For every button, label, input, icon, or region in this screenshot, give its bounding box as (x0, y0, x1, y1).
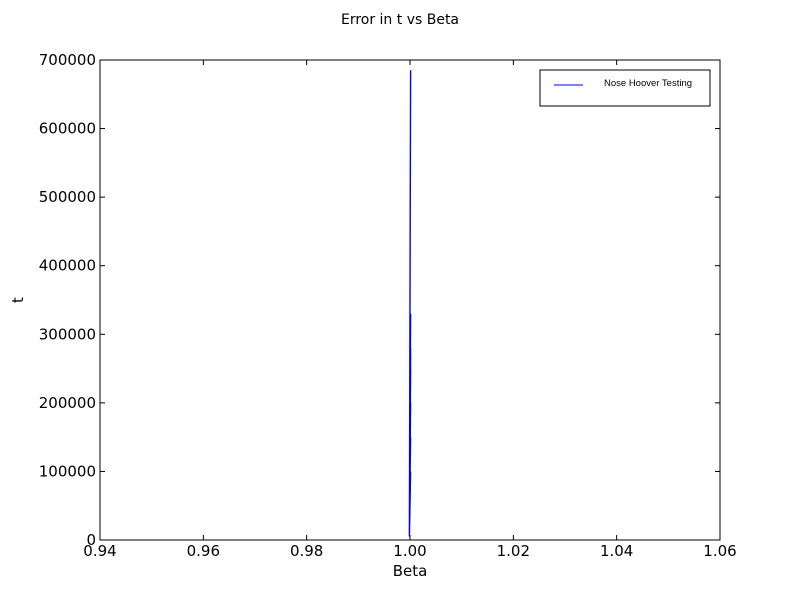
chart-title: Error in t vs Beta (341, 12, 459, 28)
x-tick-label: 1.02 (497, 542, 530, 560)
legend: Nose Hoover Testing (539, 69, 711, 107)
x-tick-label: 0.98 (290, 542, 323, 560)
x-axis-label: Beta (393, 562, 428, 580)
x-axis: 0.94 0.96 0.98 1.00 1.02 1.04 1.06 (83, 60, 737, 560)
y-tick-label: 600000 (39, 120, 96, 138)
y-tick-label: 400000 (39, 257, 96, 275)
y-axis-label: t (9, 297, 27, 303)
y-tick-label: 100000 (39, 462, 96, 480)
x-tick-label: 1.00 (393, 542, 426, 560)
x-tick-label: 1.04 (600, 542, 633, 560)
y-tick-label: 200000 (39, 394, 96, 412)
y-tick-label: 0 (86, 531, 96, 549)
x-tick-label: 0.94 (83, 542, 116, 560)
x-tick-label: 1.06 (703, 542, 736, 560)
y-tick-label: 500000 (39, 188, 96, 206)
y-tick-label: 300000 (39, 325, 96, 343)
legend-box (539, 69, 711, 107)
series-layer (408, 70, 412, 537)
y-tick-label: 700000 (39, 51, 96, 69)
x-tick-label: 0.96 (187, 542, 220, 560)
y-axis: 0 100000 200000 300000 400000 500000 600000 700… (39, 51, 720, 549)
series-line (408, 70, 412, 537)
legend-entry: Nose Hoover Testing (604, 78, 692, 89)
